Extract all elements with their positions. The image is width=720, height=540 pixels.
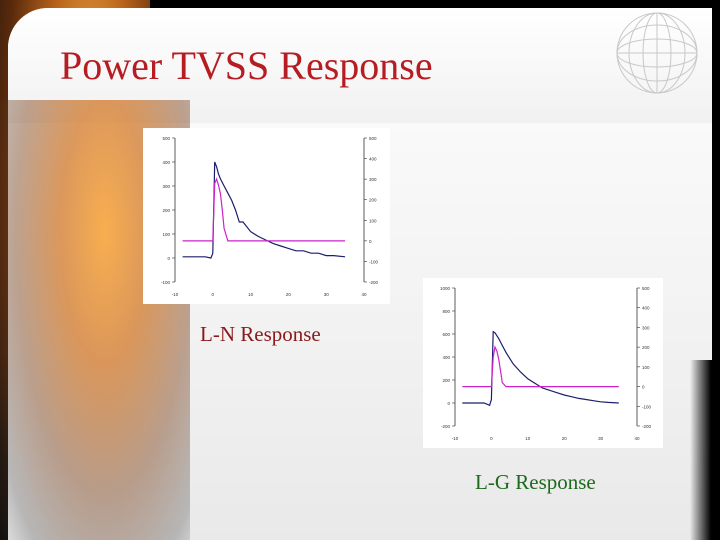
x-tick-label: -10 bbox=[172, 292, 179, 297]
x-tick-label: 20 bbox=[286, 292, 292, 297]
left-tick-label: -200 bbox=[441, 424, 451, 429]
right-tick-label: -100 bbox=[642, 404, 652, 409]
current-trace-1 bbox=[462, 345, 619, 388]
right-tick-label: 200 bbox=[369, 198, 377, 203]
right-tick-label: 0 bbox=[642, 385, 645, 390]
x-tick-label: 40 bbox=[361, 292, 367, 297]
right-tick-label: 400 bbox=[369, 157, 377, 162]
lg-response-chart-svg: 10008006004002000-2005004003002001000-10… bbox=[440, 286, 652, 441]
ln-response-caption: L-N Response bbox=[200, 322, 321, 346]
left-tick-label: 500 bbox=[162, 136, 170, 141]
right-tick-label: 500 bbox=[369, 136, 377, 141]
right-tick-label: -200 bbox=[642, 424, 652, 429]
left-tick-label: 400 bbox=[162, 160, 170, 165]
right-tick-label: 300 bbox=[642, 325, 650, 330]
right-tick-label: -200 bbox=[369, 280, 379, 285]
ln-response-chart-svg: 5004003002001000-1005004003002001000-100… bbox=[161, 136, 379, 297]
left-tick-label: 100 bbox=[162, 232, 170, 237]
x-tick-label: 10 bbox=[248, 292, 254, 297]
ln-response-chart: 500 400 300 200 100 0 -100 500 400 300 200 100 0 -100… bbox=[143, 128, 390, 304]
lg-response-caption: L-G Response bbox=[475, 470, 596, 494]
left-tick-label: 200 bbox=[442, 378, 450, 383]
x-tick-label: 0 bbox=[490, 436, 493, 441]
right-tick-label: 0 bbox=[369, 239, 372, 244]
right-tick-label: 200 bbox=[642, 345, 650, 350]
left-tick-label: 400 bbox=[442, 355, 450, 360]
left-tick-label: 200 bbox=[162, 208, 170, 213]
left-tick-label: 1000 bbox=[440, 286, 451, 291]
lg-response-chart: 1000 800 600 400 200 0 -200 500 400 300 200 100 0 -10… bbox=[423, 278, 663, 448]
right-tick-label: 300 bbox=[369, 177, 377, 182]
x-tick-label: 20 bbox=[562, 436, 568, 441]
current-trace-0 bbox=[182, 177, 346, 242]
left-tick-label: 0 bbox=[447, 401, 450, 406]
right-tick-label: 500 bbox=[642, 286, 650, 291]
x-tick-label: 30 bbox=[324, 292, 330, 297]
background-dark-edge bbox=[690, 360, 720, 540]
left-tick-label: 0 bbox=[167, 256, 170, 261]
x-tick-label: -10 bbox=[452, 436, 459, 441]
left-tick-label: 300 bbox=[162, 184, 170, 189]
x-tick-label: 40 bbox=[634, 436, 640, 441]
right-tick-label: 400 bbox=[642, 306, 650, 311]
right-tick-label: 100 bbox=[642, 365, 650, 370]
left-tick-label: 600 bbox=[442, 332, 450, 337]
right-tick-label: -100 bbox=[369, 259, 379, 264]
left-tick-label: -100 bbox=[161, 280, 171, 285]
voltage-trace-1 bbox=[462, 330, 619, 407]
x-tick-label: 10 bbox=[525, 436, 531, 441]
x-tick-label: 0 bbox=[212, 292, 215, 297]
slide-title: Power TVSS Response bbox=[60, 43, 433, 88]
right-tick-label: 100 bbox=[369, 218, 377, 223]
voltage-trace-0 bbox=[182, 161, 346, 259]
wireframe-globe-icon bbox=[616, 12, 698, 94]
left-tick-label: 800 bbox=[442, 309, 450, 314]
x-tick-label: 30 bbox=[598, 436, 604, 441]
